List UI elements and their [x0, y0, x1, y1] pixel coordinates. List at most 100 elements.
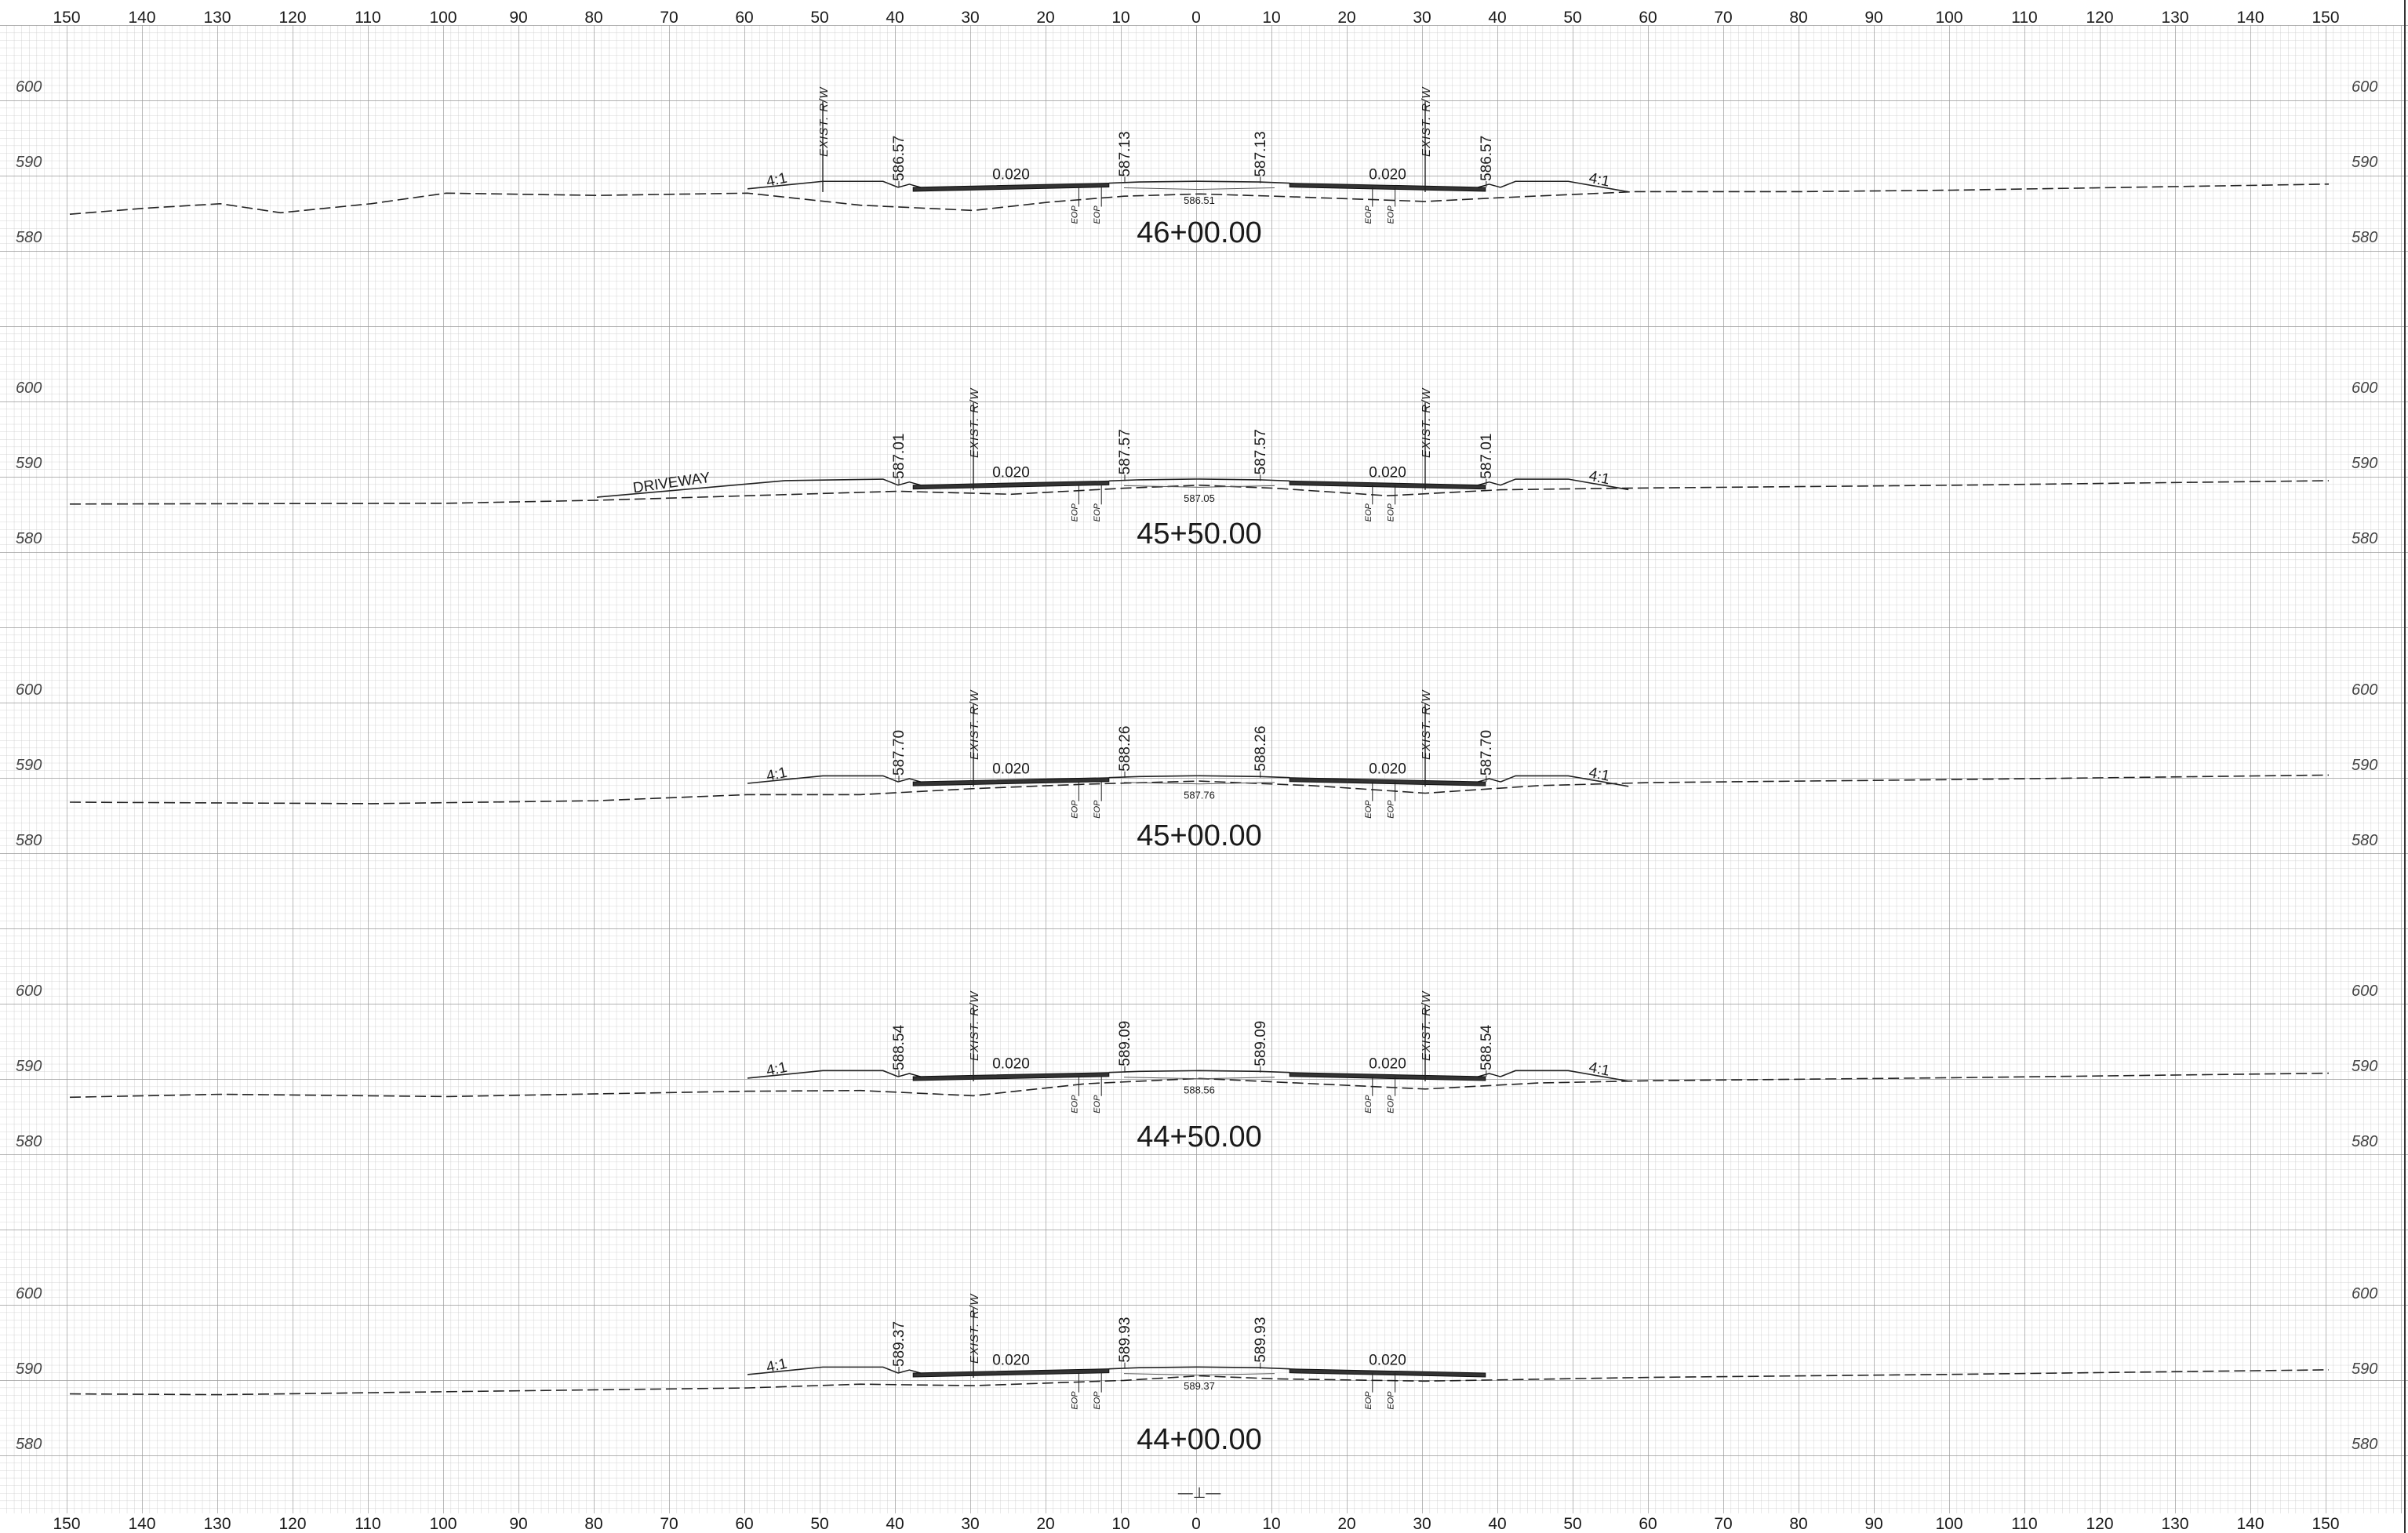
station-label: 45+00.00	[1137, 819, 1262, 852]
left-cross-slope: 0.020	[992, 1353, 1030, 1369]
bottom-offset-label: 110	[355, 1515, 380, 1533]
left-inner-elevation: 588.26	[1117, 726, 1133, 772]
left-edge-elevation: 589.37	[891, 1321, 908, 1367]
left-edge-elevation: 587.01	[891, 434, 908, 479]
elevation-label-right: 590	[2352, 455, 2377, 472]
elevation-label-left: 590	[16, 1058, 42, 1075]
top-offset-label: 20	[1337, 9, 1355, 27]
top-offset-label: 90	[509, 9, 527, 27]
right-right-of-way-label: EXIST. R/W	[1420, 689, 1433, 760]
top-offset-label: 40	[1488, 9, 1506, 27]
eop-right-outer-label: EOP	[1387, 503, 1396, 521]
crown-elevation: 589.37	[1184, 1380, 1215, 1392]
top-offset-label: 90	[1864, 9, 1882, 27]
elevation-label-left: 580	[16, 1133, 42, 1150]
eop-right-outer-label: EOP	[1387, 1391, 1396, 1410]
bottom-offset-label: 50	[1563, 1515, 1581, 1533]
elevation-label-right: 580	[2352, 229, 2377, 246]
elevation-label-left: 580	[16, 1436, 42, 1453]
elevation-label-right: 600	[2352, 681, 2377, 699]
bottom-offset-label: 20	[1337, 1515, 1355, 1533]
bottom-offset-label: 30	[961, 1515, 979, 1533]
station-label: 45+50.00	[1137, 518, 1262, 550]
elevation-label-left: 580	[16, 229, 42, 246]
right-cross-slope: 0.020	[1369, 167, 1406, 183]
elevation-label-left: 590	[16, 1360, 42, 1378]
bottom-offset-label: 140	[2236, 1515, 2264, 1533]
top-offset-label: 140	[128, 9, 155, 27]
bottom-offset-label: 70	[1714, 1515, 1732, 1533]
elevation-label-right: 600	[2352, 380, 2377, 397]
bottom-offset-label: 40	[1488, 1515, 1506, 1533]
elevation-label-right: 580	[2352, 1133, 2377, 1150]
bottom-offset-label: 100	[1935, 1515, 1962, 1533]
right-cross-slope: 0.020	[1369, 1056, 1406, 1073]
crown-elevation: 587.05	[1184, 492, 1215, 504]
bottom-offset-label: 130	[203, 1515, 231, 1533]
bottom-offset-label: 80	[1789, 1515, 1807, 1533]
eop-left-inner-label: EOP	[1093, 503, 1102, 521]
bottom-offset-label: 70	[660, 1515, 678, 1533]
elevation-label-right: 600	[2352, 1285, 2377, 1302]
eop-left-outer-label: EOP	[1070, 1391, 1079, 1410]
bottom-offset-label: 80	[584, 1515, 602, 1533]
left-inner-elevation: 587.57	[1117, 429, 1133, 474]
right-inner-elevation: 589.09	[1253, 1021, 1269, 1066]
left-edge-elevation: 587.70	[891, 730, 908, 776]
bottom-offset-label: 60	[735, 1515, 753, 1533]
elevation-label-left: 590	[16, 455, 42, 472]
eop-right-inner-label: EOP	[1364, 1095, 1373, 1113]
left-cross-slope: 0.020	[992, 1056, 1030, 1073]
bottom-offset-label: 90	[1864, 1515, 1882, 1533]
left-cross-slope: 0.020	[992, 761, 1030, 778]
top-offset-label: 110	[355, 9, 380, 27]
eop-right-outer-label: EOP	[1387, 800, 1396, 819]
elevation-label-left: 590	[16, 154, 42, 171]
crown-elevation: 588.56	[1184, 1084, 1215, 1095]
eop-right-inner-label: EOP	[1364, 503, 1373, 521]
right-edge-elevation: 587.01	[1479, 434, 1495, 479]
bottom-offset-label: 20	[1036, 1515, 1054, 1533]
station-label: 46+00.00	[1137, 216, 1262, 249]
left-inner-elevation: 589.93	[1117, 1317, 1133, 1363]
elevation-label-right: 590	[2352, 1360, 2377, 1378]
bottom-offset-label: 50	[810, 1515, 828, 1533]
left-right-of-way-label: EXIST. R/W	[968, 990, 981, 1061]
right-inner-elevation: 587.57	[1253, 429, 1269, 474]
bottom-offset-label: 120	[2086, 1515, 2113, 1533]
station-label: 44+50.00	[1137, 1121, 1262, 1153]
top-offset-label: 60	[1639, 9, 1657, 27]
elevation-label-left: 600	[16, 1285, 42, 1302]
top-offset-label: 100	[429, 9, 457, 27]
top-offset-label: 70	[1714, 9, 1732, 27]
left-cross-slope: 0.020	[992, 167, 1030, 183]
bottom-offset-label: 10	[1262, 1515, 1280, 1533]
right-inner-elevation: 587.13	[1253, 131, 1269, 176]
eop-left-outer-label: EOP	[1070, 205, 1079, 224]
elevation-label-right: 580	[2352, 1436, 2377, 1453]
left-right-of-way-label: EXIST. R/W	[968, 689, 981, 760]
top-offset-label: 100	[1935, 9, 1962, 27]
top-offset-label: 50	[1563, 9, 1581, 27]
elevation-label-left: 600	[16, 78, 42, 96]
bottom-offset-label: 140	[128, 1515, 155, 1533]
station-label: 44+00.00	[1137, 1423, 1262, 1456]
eop-left-inner-label: EOP	[1093, 205, 1102, 224]
right-right-of-way-label: EXIST. R/W	[1420, 387, 1433, 458]
right-edge-elevation: 586.57	[1479, 136, 1495, 181]
elevation-label-right: 590	[2352, 757, 2377, 774]
bottom-offset-label: 90	[509, 1515, 527, 1533]
left-edge-elevation: 586.57	[891, 136, 908, 181]
elevation-label-left: 580	[16, 832, 42, 849]
crown-elevation: 586.51	[1184, 194, 1215, 206]
eop-right-inner-label: EOP	[1364, 1391, 1373, 1410]
eop-left-inner-label: EOP	[1093, 1391, 1102, 1410]
bottom-offset-label: 110	[2011, 1515, 2037, 1533]
top-offset-label: 70	[660, 9, 678, 27]
right-inner-elevation: 588.26	[1253, 726, 1269, 772]
top-offset-label: 140	[2236, 9, 2264, 27]
right-cross-slope: 0.020	[1369, 1353, 1406, 1369]
eop-left-outer-label: EOP	[1070, 1095, 1079, 1113]
elevation-label-left: 590	[16, 757, 42, 774]
eop-left-outer-label: EOP	[1070, 503, 1079, 521]
